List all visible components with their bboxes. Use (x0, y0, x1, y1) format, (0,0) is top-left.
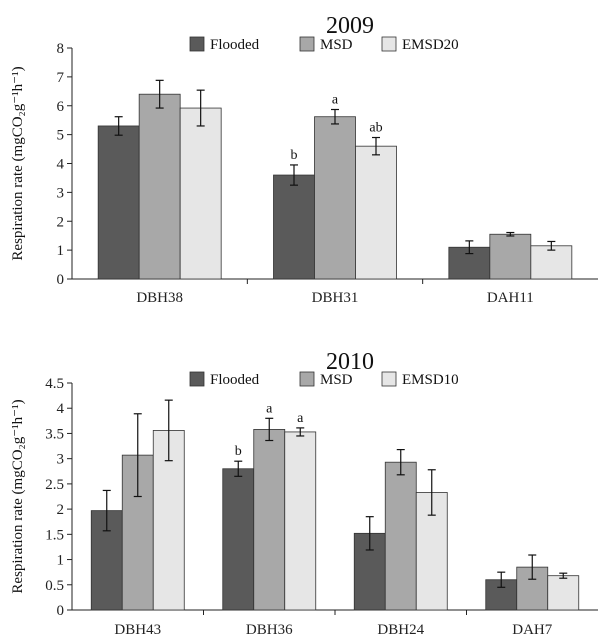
x-category-label: DAH11 (487, 290, 534, 306)
bar-Flooded-DBH31 (273, 174, 315, 280)
bar-MSD-DBH36 (253, 429, 286, 611)
legend-swatch (189, 371, 205, 387)
bar-MSD-DBH24 (384, 461, 417, 611)
bar-EMSD20-DBH31 (355, 145, 397, 280)
bar-MSD-DBH31 (314, 116, 356, 280)
legend-swatch (299, 371, 315, 387)
legend-label: Flooded (210, 37, 260, 53)
bar-MSD-DBH38 (138, 93, 181, 280)
bar-MSD-DAH11 (489, 233, 532, 280)
bar-EMSD10-DBH36 (284, 431, 317, 611)
y-tick-label: 0.5 (45, 578, 64, 594)
y-tick-label: 4 (57, 157, 65, 173)
legend-swatch (381, 36, 397, 52)
legend-swatch (299, 36, 315, 52)
legend-label: MSD (320, 37, 353, 53)
y-tick-label: 3 (57, 185, 65, 201)
bar-Flooded-DBH36 (222, 468, 255, 611)
x-category-label: DBH38 (136, 290, 183, 306)
y-tick-label: 8 (57, 41, 65, 57)
y-tick-label: 3.5 (45, 426, 64, 442)
significance-label: b (291, 148, 298, 163)
bar-EMSD20-DBH38 (179, 107, 222, 280)
x-category-label: DAH7 (512, 622, 552, 638)
chart-title: 2010 (326, 349, 374, 375)
bar-EMSD20-DAH11 (530, 245, 573, 280)
significance-label: a (266, 401, 273, 416)
y-tick-label: 0 (57, 603, 65, 619)
significance-label: a (332, 93, 339, 108)
chart-title: 2009 (326, 13, 374, 39)
x-category-label: DBH31 (312, 290, 359, 306)
significance-label: b (235, 444, 242, 459)
x-category-label: DBH36 (246, 622, 293, 638)
legend-label: EMSD10 (402, 372, 459, 388)
y-tick-label: 2 (57, 214, 65, 230)
legend-label: MSD (320, 372, 353, 388)
significance-label: a (297, 411, 304, 426)
chart-2010: 2010 Flooded MSD EMSD10 Respiration rate (mg… (10, 349, 598, 638)
y-tick-label: 7 (57, 70, 65, 86)
x-category-label: DBH43 (114, 622, 161, 638)
y-tick-label: 1 (57, 243, 65, 259)
y-tick-label: 3 (57, 452, 65, 468)
y-tick-label: 1 (57, 553, 65, 569)
bar-EMSD10-DAH7 (547, 575, 580, 611)
y-tick-label: 4.5 (45, 376, 64, 392)
y-axis-label: Respiration rate (mgCO₂g⁻¹h⁻¹) (10, 399, 26, 593)
legend-label: EMSD20 (402, 37, 459, 53)
bar-Flooded-DBH38 (97, 125, 140, 280)
y-tick-label: 1.5 (45, 527, 64, 543)
y-tick-label: 2.5 (45, 477, 64, 493)
y-axis-label: Respiration rate (mgCO₂g⁻¹h⁻¹) (10, 66, 26, 260)
legend-swatch (381, 371, 397, 387)
y-tick-label: 5 (57, 128, 65, 144)
y-tick-label: 2 (57, 502, 65, 518)
x-category-label: DBH24 (377, 622, 424, 638)
significance-label: ab (369, 121, 382, 136)
y-tick-label: 6 (57, 99, 65, 115)
chart-2009: 2009 Flooded MSD EMSD20 Respiration rate (mg… (10, 13, 598, 306)
y-tick-label: 4 (57, 401, 65, 417)
y-tick-label: 0 (57, 272, 65, 288)
legend-label: Flooded (210, 372, 260, 388)
legend-swatch (189, 36, 205, 52)
